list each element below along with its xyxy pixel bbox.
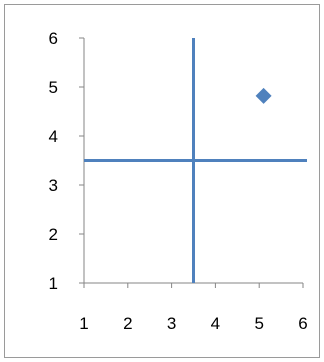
x-tick-label: 1 (79, 314, 88, 333)
x-tick-labels: 1 2 3 4 5 6 (79, 314, 307, 333)
x-tick-label: 3 (167, 314, 176, 333)
reference-lines (84, 38, 307, 283)
y-tick-label: 5 (49, 78, 58, 97)
y-tick-label: 1 (49, 274, 58, 293)
y-tick-labels: 1 2 3 4 5 6 (49, 29, 58, 293)
x-tick-label: 6 (298, 314, 307, 333)
data-point-diamond (255, 87, 272, 104)
chart-axes (79, 37, 304, 288)
chart-frame (4, 4, 320, 358)
y-tick-label: 6 (49, 29, 58, 48)
x-tick-label: 5 (254, 314, 263, 333)
y-tick-label: 4 (49, 127, 58, 146)
y-tick-label: 2 (49, 225, 58, 244)
x-tick-label: 2 (123, 314, 132, 333)
y-tick-label: 3 (49, 176, 58, 195)
x-tick-label: 4 (211, 314, 220, 333)
data-points (255, 87, 272, 104)
